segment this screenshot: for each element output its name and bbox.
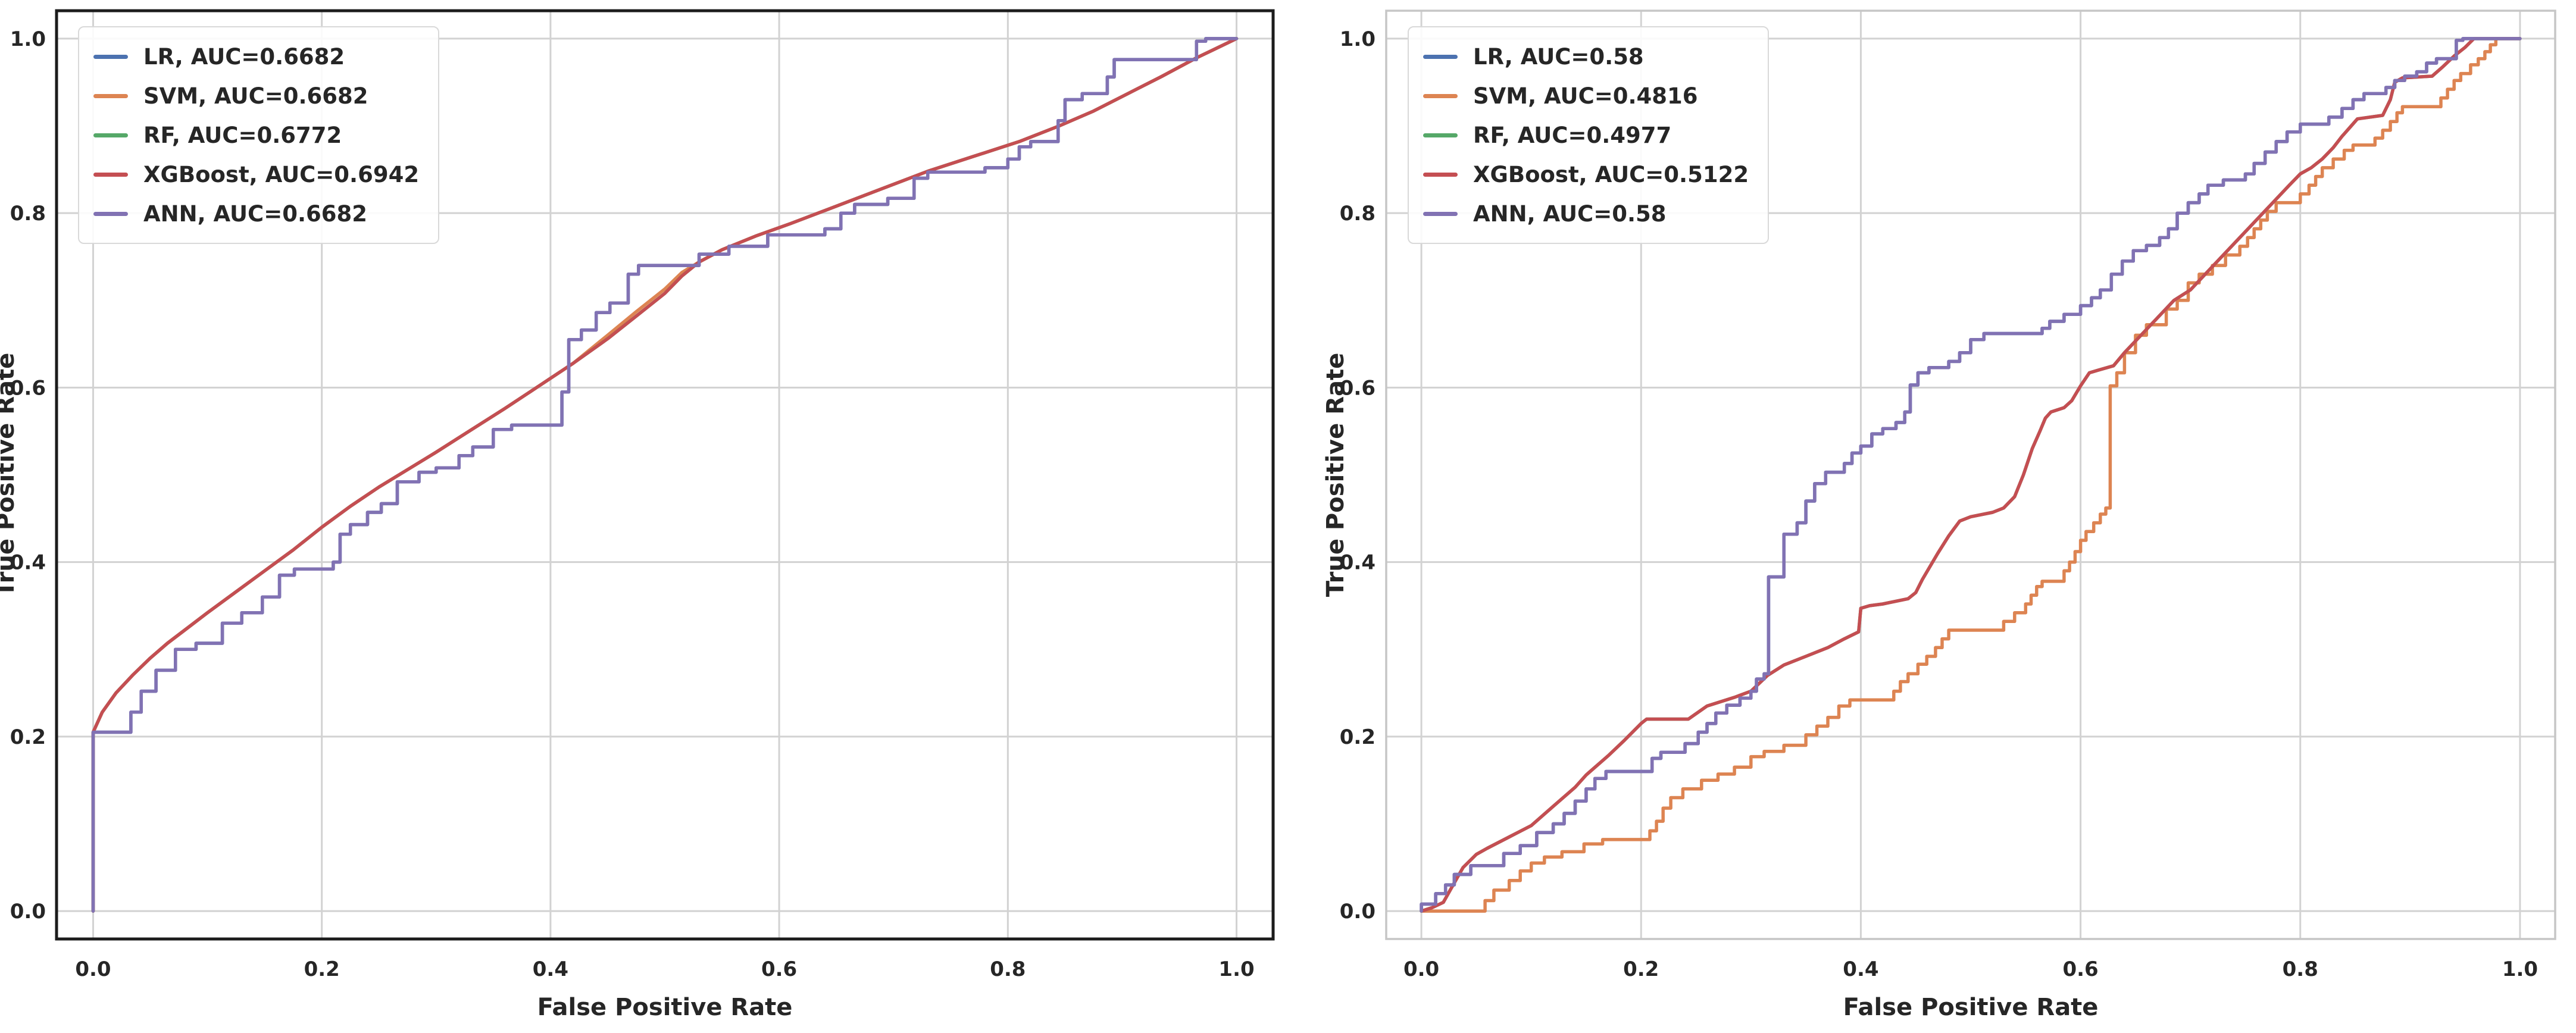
legend-line-swatch <box>1423 133 1458 137</box>
curve-ann <box>1420 37 2522 913</box>
legend-line-swatch <box>1423 93 1458 98</box>
axes-spine <box>1385 10 2556 940</box>
legend-line-swatch <box>93 172 128 177</box>
y-tick-label: 0.8 <box>10 202 46 226</box>
legend-label: ANN, AUC=0.6682 <box>143 201 367 227</box>
x-tick-label: 0.2 <box>1623 957 1659 981</box>
axes-spine <box>55 9 1275 941</box>
y-tick-label: 0.8 <box>1340 202 1375 226</box>
legend-item-svm: SVM, AUC=0.4816 <box>1423 76 1749 115</box>
legend-label: LR, AUC=0.58 <box>1473 43 1644 70</box>
legend-item-xgboost: XGBoost, AUC=0.5122 <box>1423 155 1749 194</box>
legend-line-swatch <box>1423 54 1458 59</box>
legend-item-svm: SVM, AUC=0.6682 <box>93 76 419 115</box>
y-tick-label: 0.4 <box>10 551 46 575</box>
legend-line-swatch <box>93 133 128 137</box>
legend-item-lr: LR, AUC=0.6682 <box>93 37 419 76</box>
legend-label: LR, AUC=0.6682 <box>143 43 345 70</box>
x-tick-label: 1.0 <box>2502 957 2538 981</box>
y-tick-label: 1.0 <box>10 27 46 51</box>
legend: LR, AUC=0.6682 SVM, AUC=0.6682 RF, AUC=0.6… <box>78 26 440 244</box>
legend-item-rf: RF, AUC=0.6772 <box>93 115 419 155</box>
curve-xgboost <box>91 37 1239 913</box>
y-tick-label: 1.0 <box>1340 27 1375 51</box>
legend-line-swatch <box>1423 172 1458 177</box>
y-tick-label: 0.2 <box>1340 725 1375 749</box>
y-axis-label: True Positive Rate <box>1322 353 1349 597</box>
curve-svm <box>1420 37 2522 913</box>
legend-line-swatch <box>93 93 128 98</box>
legend-line-swatch <box>93 54 128 59</box>
x-tick-label: 0.8 <box>990 957 1026 981</box>
x-axis-label: False Positive Rate <box>1843 994 2099 1021</box>
y-tick-label: 0.2 <box>10 725 46 749</box>
legend-label: SVM, AUC=0.4816 <box>1473 83 1698 109</box>
legend-label: XGBoost, AUC=0.6942 <box>143 161 420 187</box>
x-axis-label: False Positive Rate <box>537 994 793 1021</box>
legend-label: SVM, AUC=0.6682 <box>143 83 368 109</box>
legend-label: XGBoost, AUC=0.5122 <box>1473 161 1749 187</box>
roc-plot-left: 0.0 0.2 0.4 0.6 0.8 1.0 0.0 0.2 0.4 0.6 0.8 1.0 Fals… <box>0 9 1275 1021</box>
legend-label: RF, AUC=0.4977 <box>1473 122 1672 148</box>
y-tick-label: 0.0 <box>1340 900 1375 924</box>
curve-ann <box>91 37 1239 913</box>
y-tick-label: 0.6 <box>10 376 46 400</box>
x-tick-label: 0.4 <box>1843 957 1878 981</box>
legend-label: ANN, AUC=0.58 <box>1473 201 1667 227</box>
x-tick-label: 0.0 <box>1403 957 1439 981</box>
legend-item-rf: RF, AUC=0.4977 <box>1423 115 1749 155</box>
legend: LR, AUC=0.58 SVM, AUC=0.4816 RF, AUC=0.497… <box>1408 26 1770 244</box>
x-tick-label: 0.4 <box>533 957 568 981</box>
roc-plot-right: 0.0 0.2 0.4 0.6 0.8 1.0 0.0 0.2 0.4 0.6 0.8 1.0 Fals… <box>1288 0 2576 1033</box>
x-tick-label: 0.0 <box>75 957 111 981</box>
y-tick-label: 0.4 <box>1340 551 1375 575</box>
x-tick-label: 0.6 <box>2062 957 2098 981</box>
x-tick-label: 0.2 <box>304 957 340 981</box>
y-tick-label: 0.6 <box>1340 376 1375 400</box>
legend-label: RF, AUC=0.6772 <box>143 122 342 148</box>
x-tick-label: 0.6 <box>761 957 797 981</box>
legend-item-ann: ANN, AUC=0.58 <box>1423 194 1749 233</box>
legend-item-ann: ANN, AUC=0.6682 <box>93 194 419 233</box>
curve-xgboost <box>1420 37 2522 913</box>
y-tick-label: 0.0 <box>10 900 46 924</box>
legend-line-swatch <box>1423 211 1458 216</box>
x-tick-label: 0.8 <box>2283 957 2318 981</box>
y-axis-label: True Positive Rate <box>0 353 20 597</box>
legend-item-lr: LR, AUC=0.58 <box>1423 37 1749 76</box>
legend-item-xgboost: XGBoost, AUC=0.6942 <box>93 155 419 194</box>
x-tick-label: 1.0 <box>1218 957 1254 981</box>
roc-right-canvas: 0.0 0.2 0.4 0.6 0.8 1.0 0.0 0.2 0.4 0.6 0.8 1.0 Fals… <box>1322 10 2556 1021</box>
legend-line-swatch <box>93 211 128 216</box>
